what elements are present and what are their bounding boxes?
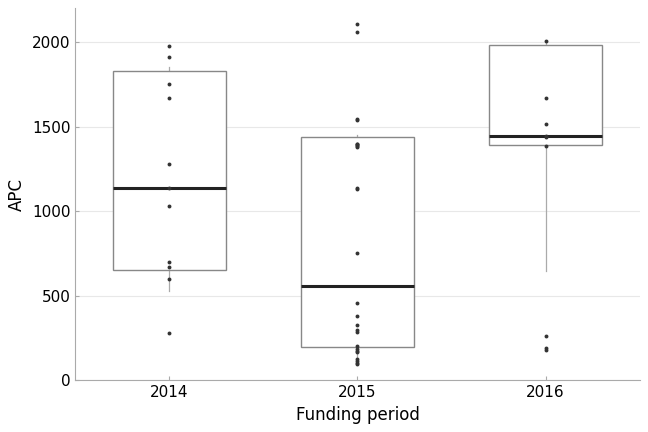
Y-axis label: APC: APC [8, 178, 27, 211]
Bar [489, 44, 602, 145]
Bar [301, 137, 414, 347]
X-axis label: Funding period: Funding period [295, 406, 419, 424]
Bar [113, 71, 226, 270]
